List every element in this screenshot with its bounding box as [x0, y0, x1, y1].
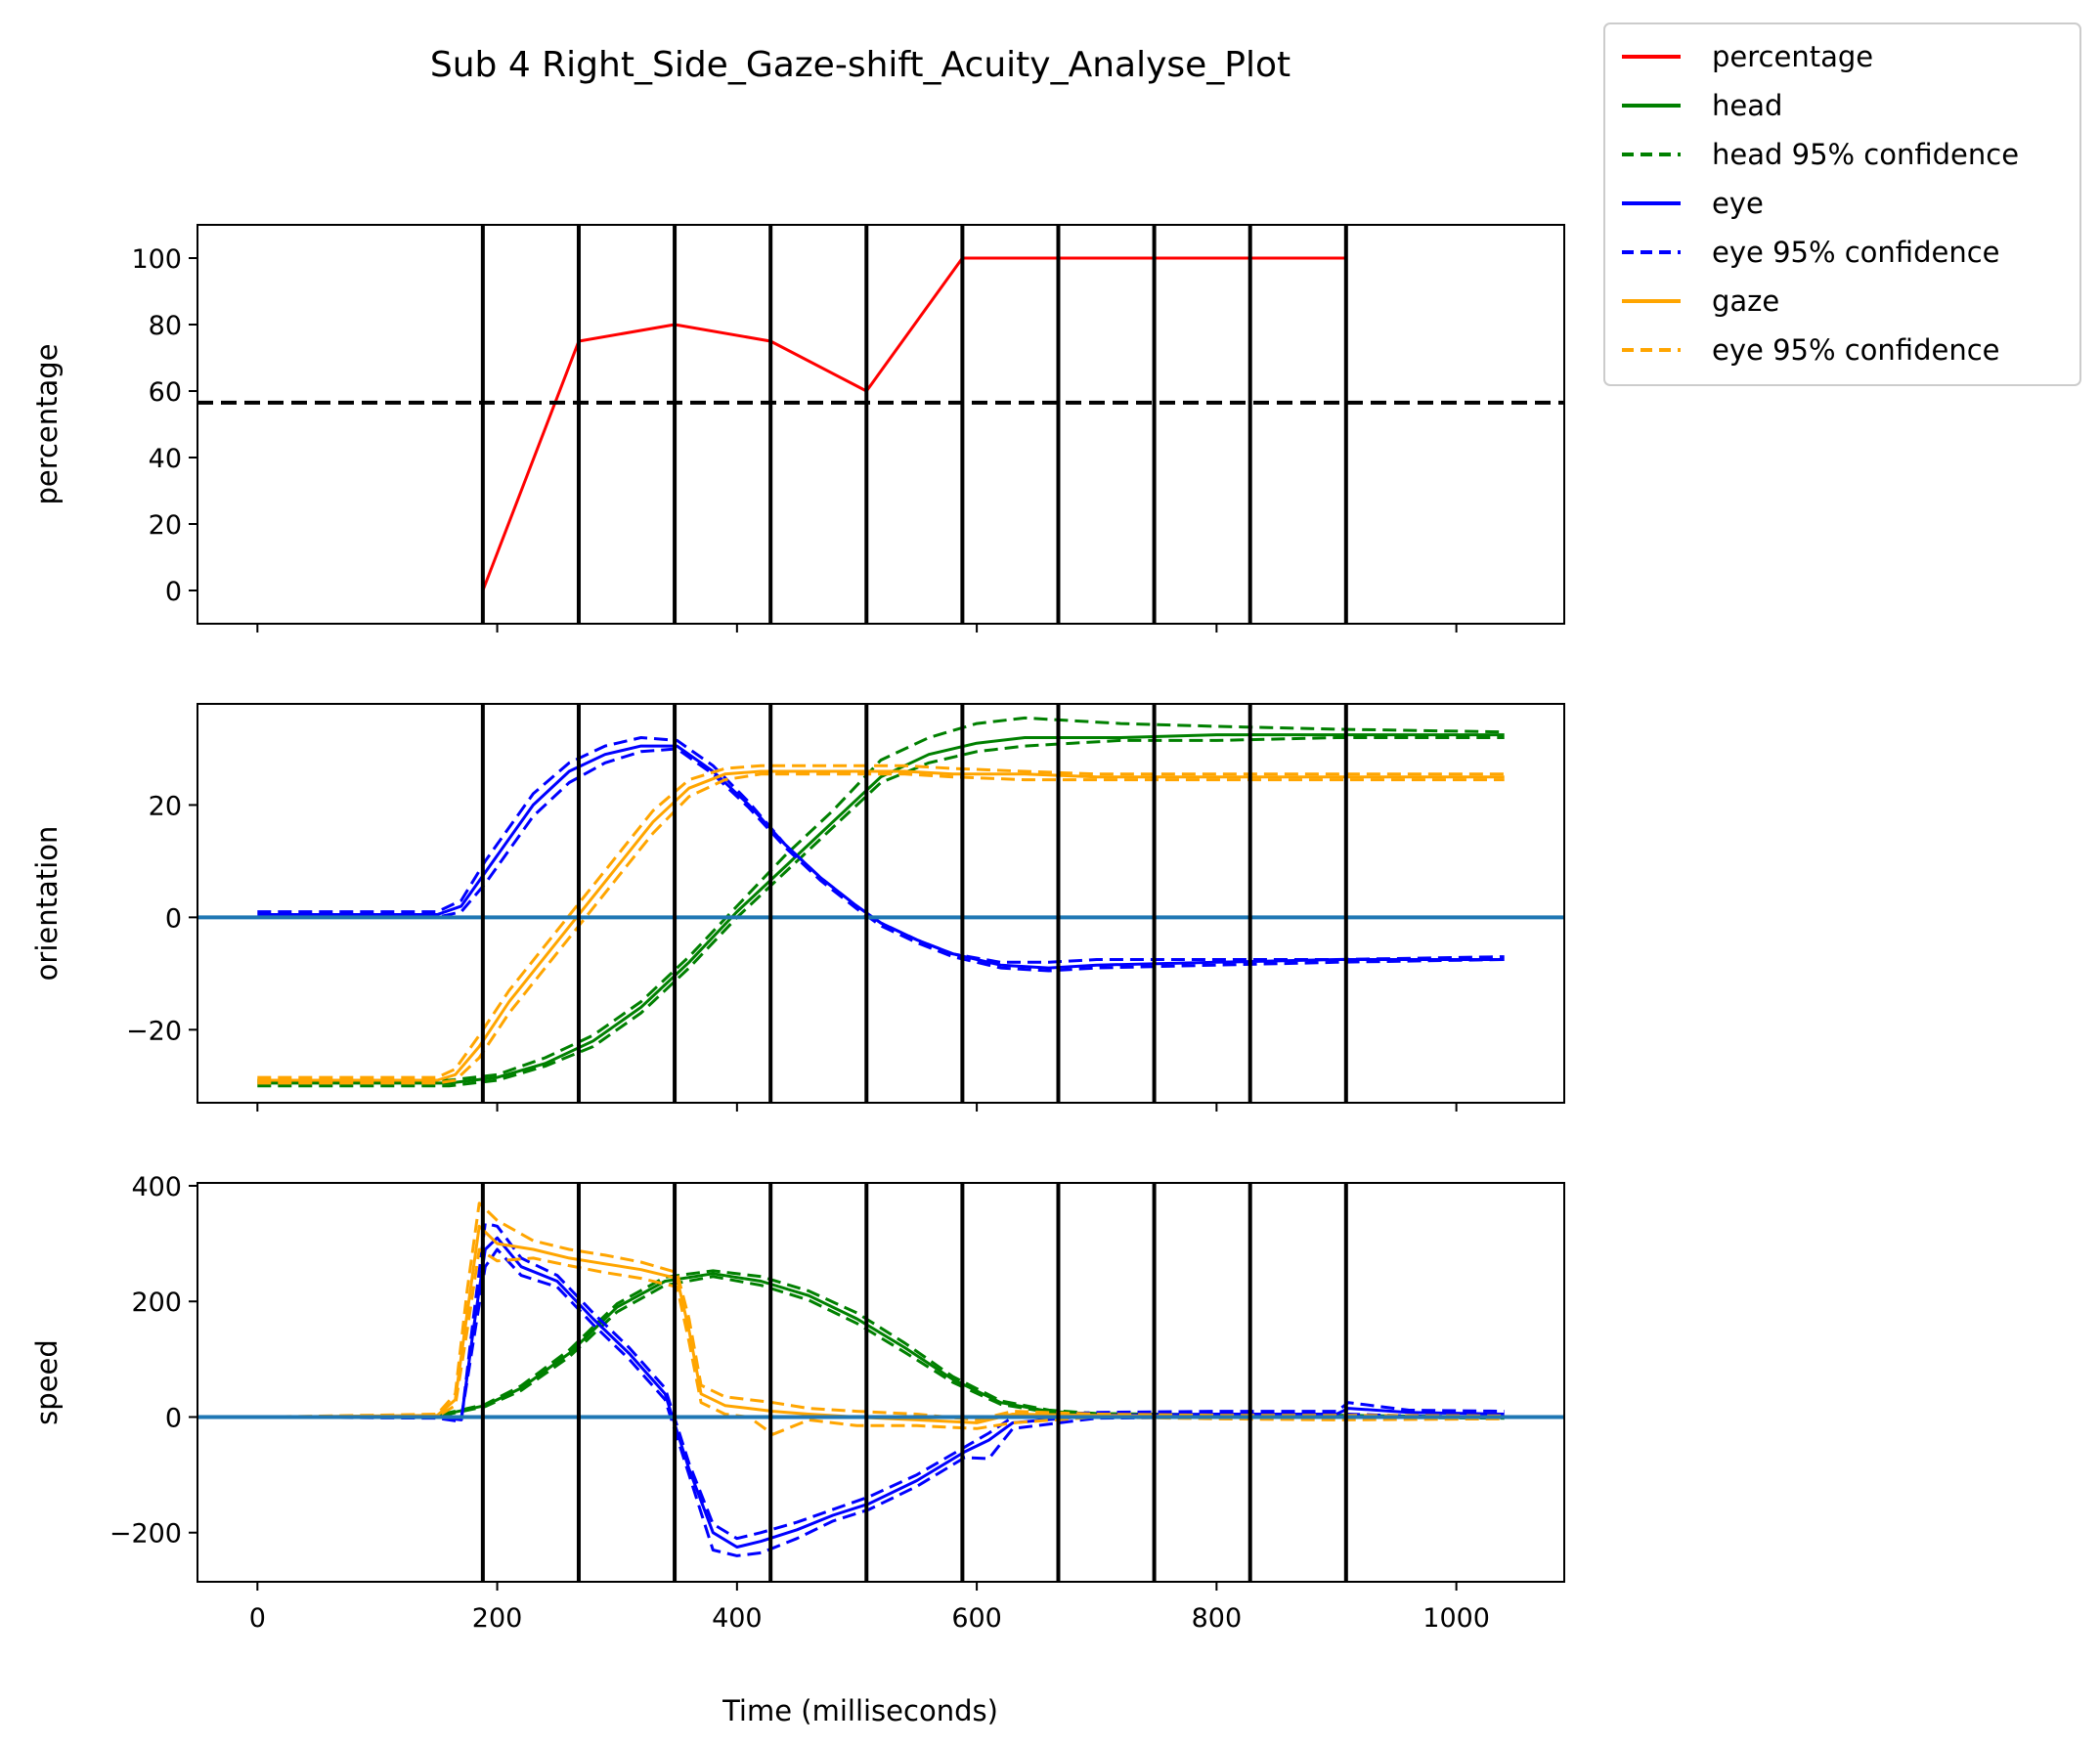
series-line-head-95-confidence [257, 1269, 1505, 1419]
subplot-orientation: −20 0 20 orientation [30, 703, 1565, 1112]
x-axis-label: Time (milliseconds) [722, 1694, 998, 1727]
y-tick-label: −20 [126, 1016, 182, 1046]
series-line-eye [257, 1236, 1505, 1549]
y-tick-label: 40 [149, 444, 182, 474]
legend-label: head [1712, 89, 1782, 122]
legend-label: percentage [1712, 40, 1873, 73]
series-line-eye-95-confidence [257, 736, 1505, 964]
series-line-gaze [257, 1224, 1505, 1424]
plot-area [197, 1183, 1564, 1582]
series-line-eye-95-confidence [257, 1201, 1505, 1421]
legend-label: gaze [1712, 284, 1779, 318]
legend-box [1603, 22, 2081, 386]
plot-area [197, 704, 1564, 1103]
subplot-speed: −200 0 200 400 0 200 400 600 800 1000 speed [30, 1172, 1565, 1634]
x-tick-label: 400 [712, 1603, 763, 1634]
subplots: 020406080100percentage−20020orientation−… [30, 224, 1565, 1634]
plot-frame [197, 703, 1565, 1104]
y-axis-label: speed [30, 1339, 64, 1425]
x-tick-label: 1000 [1422, 1603, 1490, 1634]
legend-label: eye 95% confidence [1712, 333, 2000, 367]
series-line-eye-95-confidence [257, 764, 1505, 1079]
plot-frame [197, 1182, 1565, 1583]
legend-label: head 95% confidence [1712, 138, 2019, 171]
x-tick-label: 600 [951, 1603, 1002, 1634]
series-line-eye-95-confidence [257, 1247, 1505, 1436]
x-tick-label: 200 [472, 1603, 523, 1634]
x-tick-label: 800 [1192, 1603, 1243, 1634]
y-axis-label: orientation [30, 826, 64, 982]
y-tick-label: 20 [149, 510, 182, 541]
y-tick-label: 0 [165, 577, 182, 607]
series-line-head-95-confidence [257, 736, 1505, 1088]
legend-label: eye 95% confidence [1712, 236, 2000, 269]
figure-title: Sub 4 Right_Side_Gaze-shift_Acuity_Analy… [430, 45, 1291, 85]
y-tick-label: 400 [131, 1172, 182, 1202]
series-line-eye [257, 744, 1505, 970]
series-line-head-95-confidence [257, 716, 1505, 1082]
series-line-head-95-confidence [257, 1275, 1505, 1420]
subplot-percentage: 0 20 40 60 80 100 percentage [30, 224, 1565, 633]
plot-frame [197, 224, 1565, 625]
legend-label: eye [1712, 187, 1764, 220]
plot-area [197, 225, 1564, 624]
y-tick-label: 0 [165, 1403, 182, 1433]
series-line-eye-95-confidence [257, 747, 1505, 973]
y-tick-label: −200 [109, 1519, 182, 1550]
y-tick-label: 80 [149, 311, 182, 341]
series-line-gaze [257, 769, 1505, 1082]
y-axis-label: percentage [30, 343, 64, 504]
y-tick-label: 60 [149, 377, 182, 408]
y-tick-label: 0 [165, 903, 182, 934]
x-tick-label: 0 [249, 1603, 266, 1634]
series-line-eye-95-confidence [257, 1221, 1505, 1541]
series-line-head [257, 733, 1505, 1085]
legend: percentage head head 95% confidence eye eye … [1603, 22, 2081, 386]
y-tick-label: 20 [149, 791, 182, 821]
series-line-percentage [481, 256, 1346, 591]
y-tick-label: 200 [131, 1288, 182, 1318]
series-line-eye-95-confidence [257, 772, 1505, 1085]
series-line-eye-95-confidence [257, 1247, 1505, 1557]
series-line-head [257, 1272, 1505, 1419]
y-tick-label: 100 [131, 244, 182, 275]
